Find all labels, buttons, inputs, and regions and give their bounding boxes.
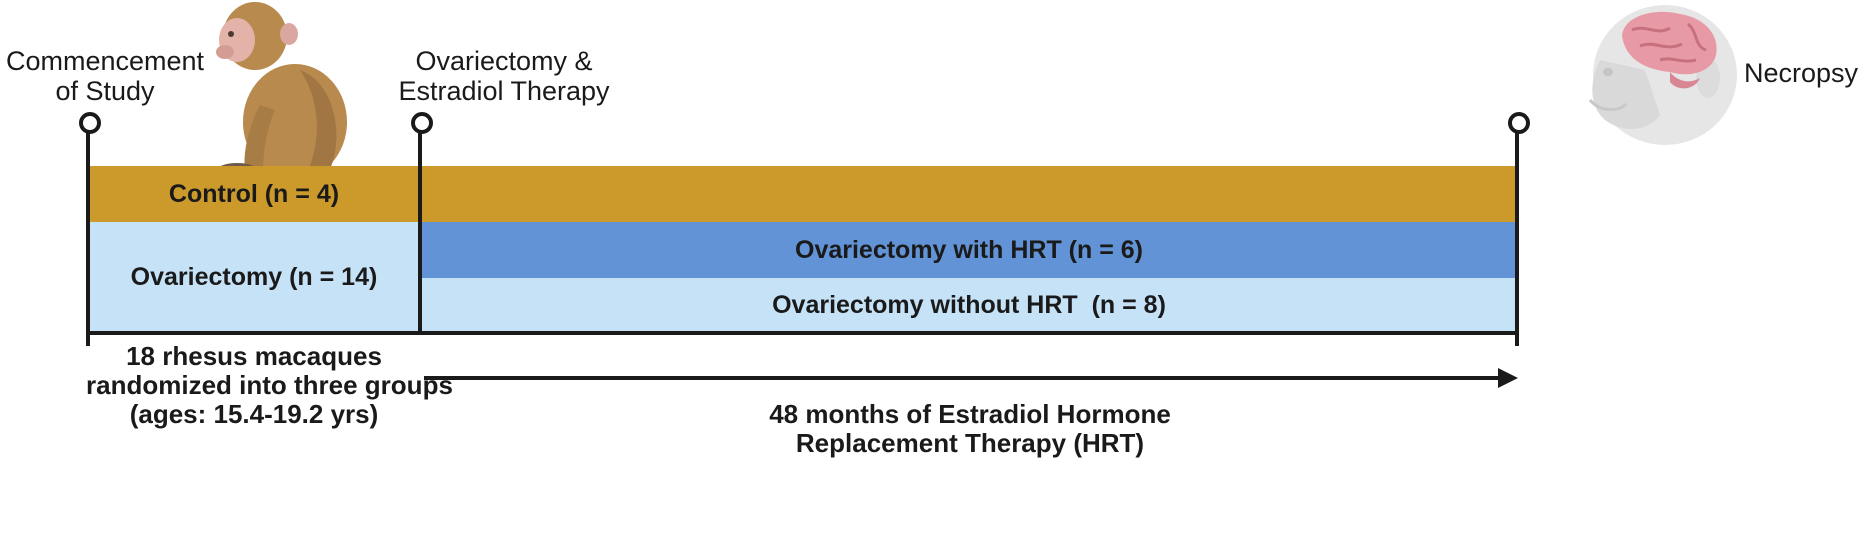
milestone-ovariectomy-label: Ovariectomy & Estradiol Therapy — [386, 46, 622, 106]
milestone-start-label: Commencement of Study — [0, 46, 210, 106]
ovariectomy-group-band: Ovariectomy (n = 14) — [88, 222, 420, 332]
duration-description: 48 months of Estradiol Hormone Replaceme… — [680, 400, 1260, 458]
ovariectomy-no-hrt-label: Ovariectomy without HRT (n = 8) — [772, 290, 1166, 319]
cohort-line-3: (ages: 15.4-19.2 yrs) — [129, 399, 379, 429]
milestone-start-line-1: Commencement — [5, 46, 205, 76]
control-group-band: Control (n = 4) — [88, 166, 1518, 222]
control-group-label: Control (n = 4) — [168, 179, 340, 208]
duration-arrow — [424, 368, 1518, 388]
ovariectomy-hrt-label: Ovariectomy with HRT (n = 6) — [795, 235, 1143, 264]
milestone-necropsy-marker — [1508, 112, 1530, 134]
ovariectomy-no-hrt-band: Ovariectomy without HRT (n = 8) — [420, 278, 1518, 332]
ovariectomy-group-label: Ovariectomy (n = 14) — [130, 262, 378, 291]
milestone-ovariectomy-line-2: Estradiol Therapy — [398, 76, 610, 106]
cohort-line-2: randomized into three groups — [86, 370, 453, 400]
cohort-description: 18 rhesus macaques randomized into three… — [86, 341, 453, 429]
cohort-line-1: 18 rhesus macaques — [126, 341, 382, 371]
timeline-baseline — [86, 331, 1519, 335]
duration-line-2: Replacement Therapy (HRT) — [795, 428, 1145, 458]
duration-line-1: 48 months of Estradiol Hormone — [769, 399, 1171, 429]
milestone-necropsy-label: Necropsy — [1744, 58, 1859, 88]
milestone-start-line — [86, 126, 90, 346]
milestone-ovariectomy-line-1: Ovariectomy & — [415, 46, 593, 76]
monkey-icon — [215, 2, 417, 186]
milestone-start-marker — [79, 112, 101, 134]
ovariectomy-hrt-band: Ovariectomy with HRT (n = 6) — [420, 222, 1518, 278]
milestone-ovariectomy-line — [418, 126, 422, 334]
milestone-ovariectomy-marker — [411, 112, 433, 134]
monkey-brain-icon — [1588, 5, 1737, 145]
milestone-start-line-2: of Study — [55, 76, 155, 106]
milestone-necropsy-line — [1515, 126, 1519, 346]
